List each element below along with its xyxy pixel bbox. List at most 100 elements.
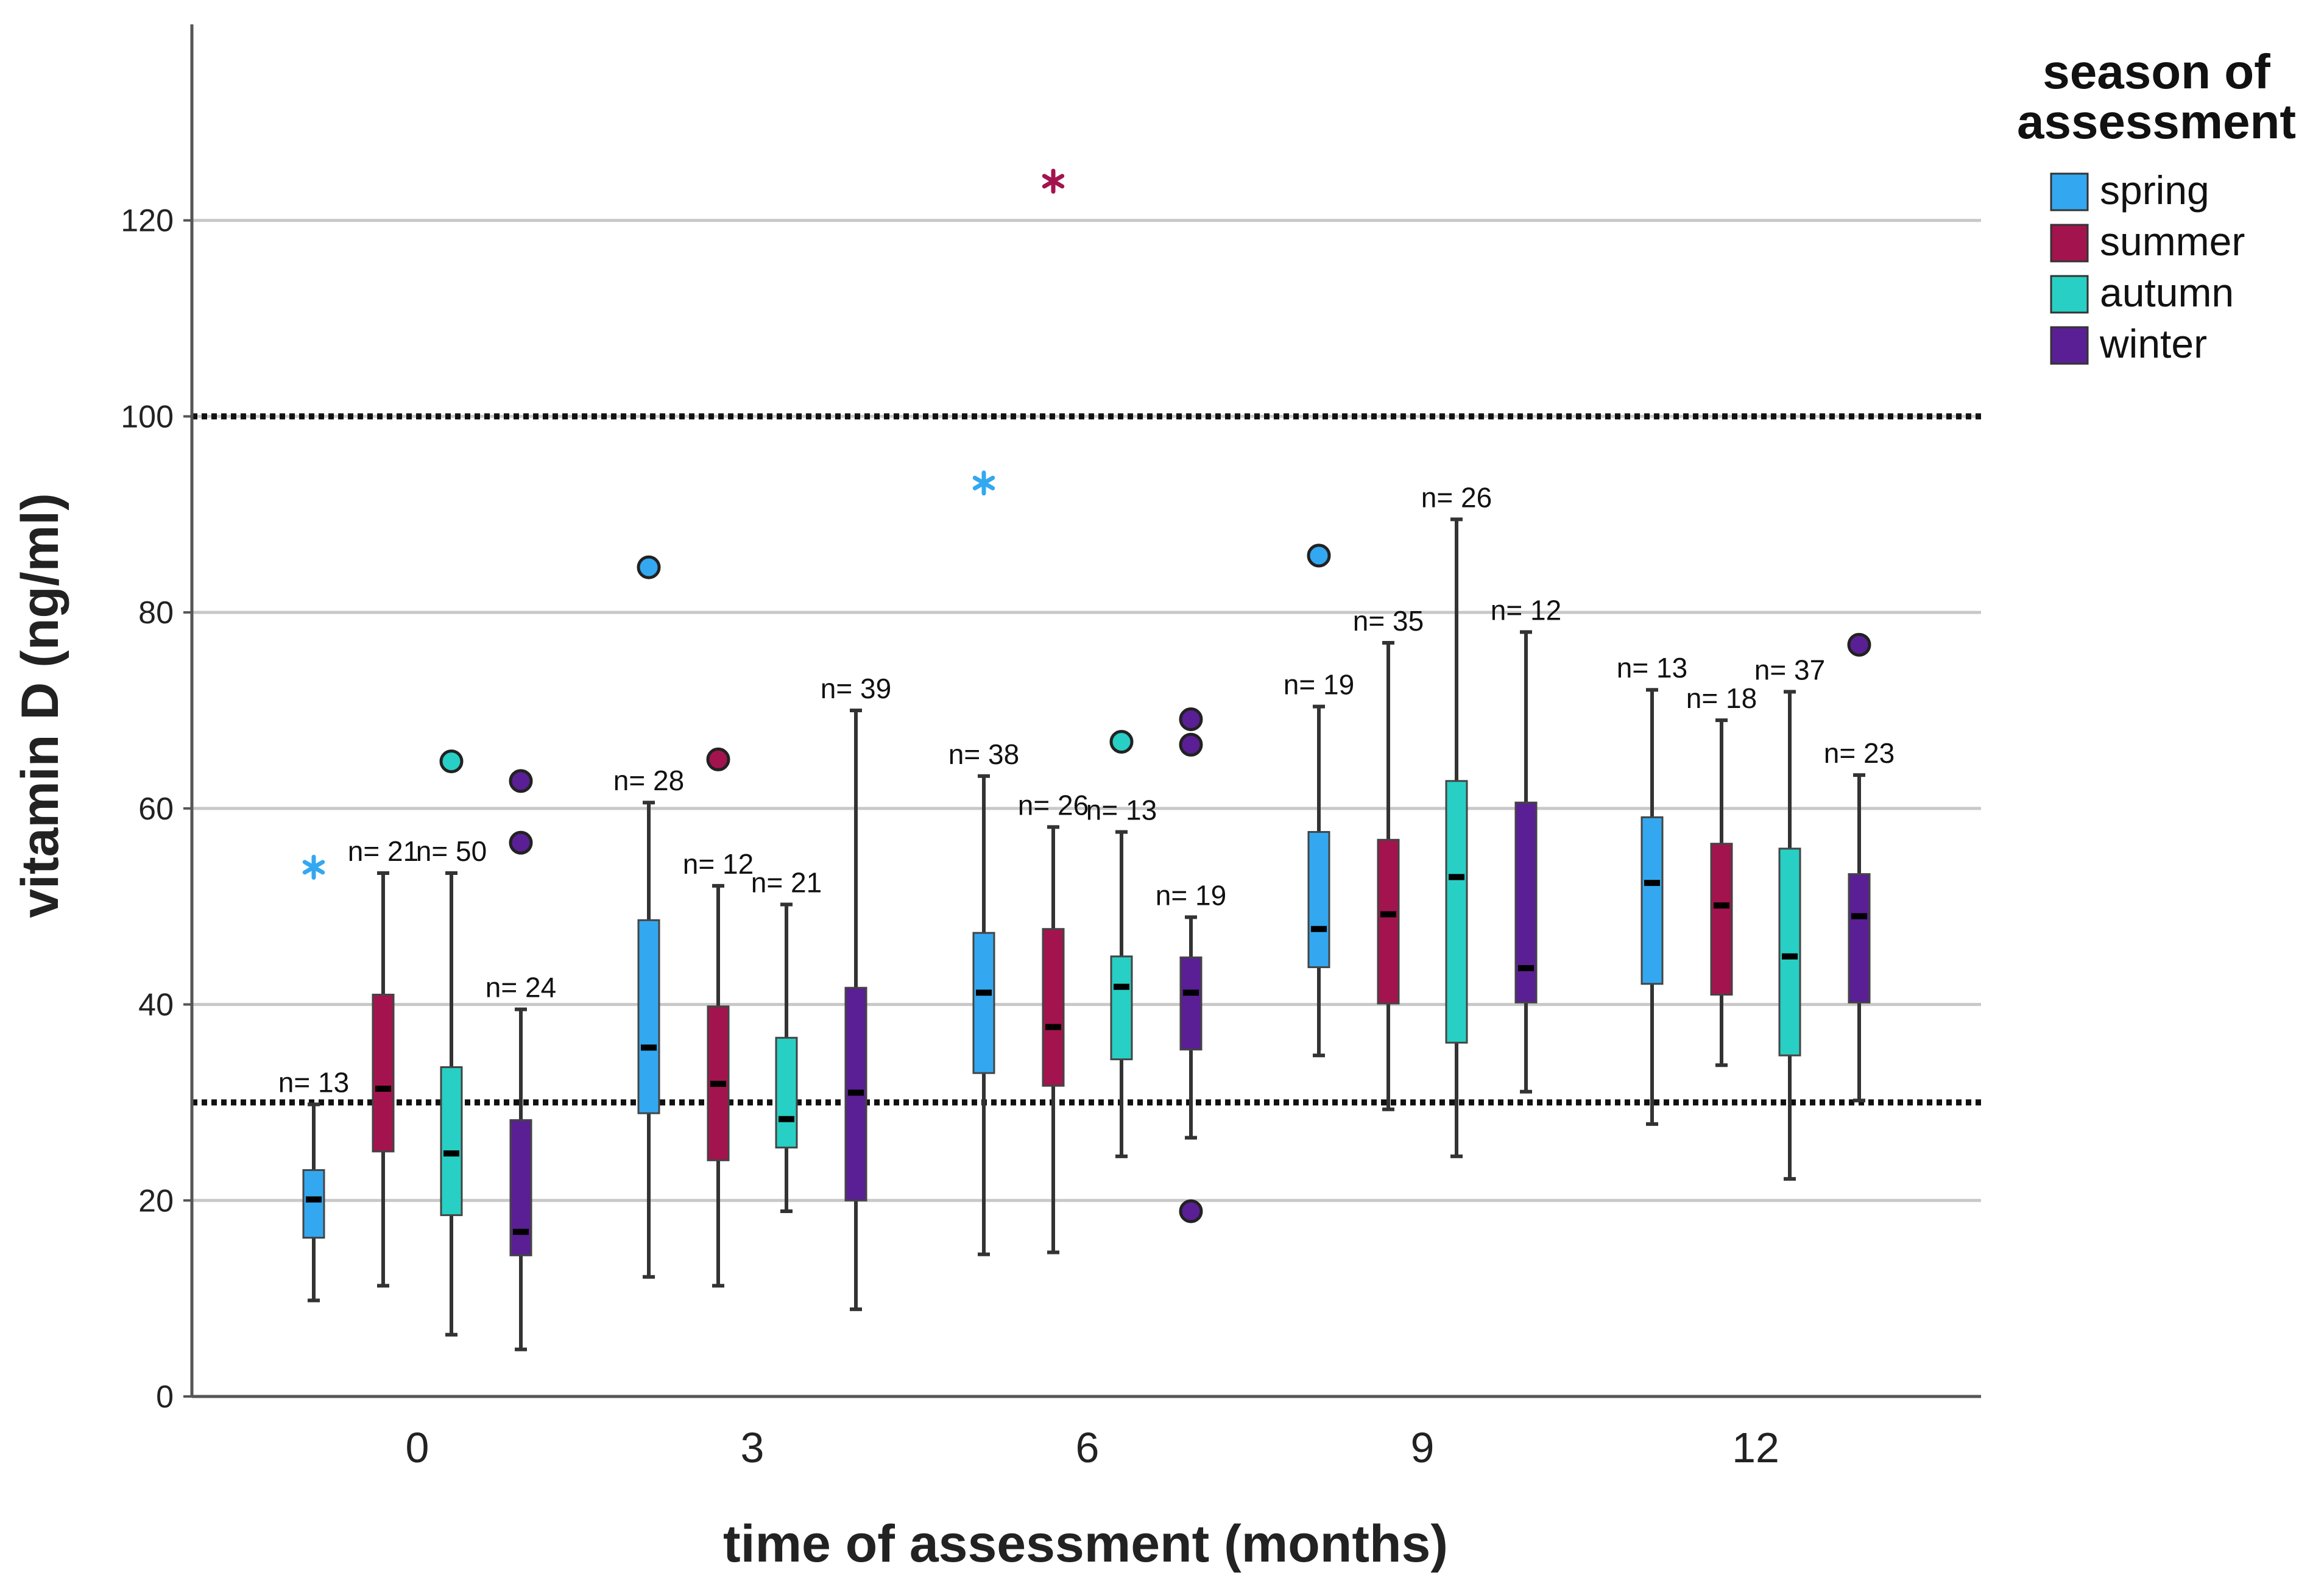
n-label-autumn-9: n= 26 <box>1421 481 1492 513</box>
box-summer-3 <box>706 747 730 1288</box>
outlier-winter-0-0 <box>509 769 533 793</box>
n-label-winter-9: n= 12 <box>1491 594 1561 626</box>
x-tick-label-0: 0 <box>406 1424 429 1471</box>
box-spring-9 <box>1307 543 1331 1058</box>
legend-swatch-winter <box>2050 326 2089 365</box>
x-tick-label-6: 6 <box>1076 1424 1100 1471</box>
outlier-winter-12-0 <box>1847 632 1871 657</box>
n-label-winter-6: n= 19 <box>1156 879 1226 911</box>
iqr-box-spring-3 <box>637 919 660 1114</box>
outlier-autumn-0-0 <box>439 749 464 774</box>
extreme-summer-6-0 <box>1042 168 1065 194</box>
box-series <box>302 168 1871 1351</box>
n-labels: n= 13n= 28n= 38n= 19n= 13n= 21 n= 12n= 26… <box>278 481 1895 1098</box>
box-spring-0 <box>302 854 325 1303</box>
outlier-winter-6-2 <box>1179 1199 1203 1223</box>
iqr-box-spring-9 <box>1307 830 1330 968</box>
box-autumn-12 <box>1778 690 1801 1181</box>
y-tick-label-40: 40 <box>138 988 174 1023</box>
iqr-box-autumn-0 <box>440 1066 463 1216</box>
box-autumn-9 <box>1445 517 1468 1158</box>
iqr-box-autumn-6 <box>1110 955 1133 1061</box>
outlier-spring-3-0 <box>637 555 661 579</box>
iqr-box-winter-12 <box>1848 873 1871 1003</box>
x-tick-label-9: 9 <box>1411 1424 1435 1471</box>
outlier-winter-0-1 <box>509 830 533 855</box>
box-autumn-3 <box>775 902 798 1213</box>
iqr-box-summer-9 <box>1377 838 1400 1005</box>
box-summer-9 <box>1377 641 1400 1111</box>
y-axis-title: vitamin D (ng/ml) <box>11 493 69 918</box>
box-autumn-6 <box>1109 729 1134 1158</box>
legend-label-summer: summer <box>2100 219 2245 264</box>
iqr-box-summer-12 <box>1710 843 1733 996</box>
iqr-box-spring-6 <box>972 932 995 1074</box>
y-tick-label-60: 60 <box>138 791 174 827</box>
iqr-box-winter-0 <box>509 1119 532 1256</box>
legend-swatch-spring <box>2050 172 2089 211</box>
box-winter-0 <box>509 769 533 1351</box>
extreme-spring-6-0 <box>972 470 995 496</box>
n-label-summer-12: n= 18 <box>1686 682 1757 714</box>
y-tick-label-20: 20 <box>138 1183 174 1219</box>
box-winter-3 <box>844 709 867 1311</box>
legend-items: spring summer autumn winter <box>2050 168 2245 366</box>
n-label-autumn-0: n= 50 <box>416 835 487 867</box>
x-tick-label-12: 12 <box>1732 1424 1779 1471</box>
iqr-box-winter-6 <box>1179 956 1203 1051</box>
gridlines <box>192 219 1981 1202</box>
legend-label-winter: winter <box>2099 321 2207 366</box>
n-label-autumn-6: n= 13 <box>1086 794 1157 826</box>
box-summer-6 <box>1042 168 1065 1255</box>
iqr-box-spring-12 <box>1641 816 1664 985</box>
y-tick-label-120: 120 <box>121 203 174 239</box>
y-tick-label-80: 80 <box>138 595 174 631</box>
box-summer-12 <box>1710 718 1733 1067</box>
outlier-winter-6-0 <box>1179 707 1203 731</box>
box-spring-3 <box>637 555 661 1279</box>
box-summer-0 <box>372 871 395 1288</box>
y-tick-label-100: 100 <box>121 399 174 434</box>
iqr-box-autumn-12 <box>1778 848 1801 1056</box>
outlier-spring-9-0 <box>1307 543 1331 568</box>
n-label-summer-6: n= 26 <box>1018 789 1089 821</box>
n-label-winter-3: n= 39 <box>821 673 891 704</box>
n-label-autumn-3: n= 21 <box>751 866 822 898</box>
n-label-autumn-12: n= 37 <box>1754 654 1825 685</box>
iqr-box-spring-0 <box>302 1169 325 1239</box>
legend-swatch-autumn <box>2050 275 2089 314</box>
outlier-winter-6-1 <box>1179 732 1203 757</box>
axes: 0 20 40 60 80 100 120 0 3 6 9 12 <box>121 24 1981 1471</box>
outlier-summer-3-0 <box>706 747 730 771</box>
extreme-spring-0-0 <box>302 854 325 880</box>
n-label-summer-3: n= 12 <box>683 848 754 880</box>
legend-label-autumn: autumn <box>2100 270 2234 315</box>
legend-title-line-2: assessment <box>2017 94 2296 149</box>
legend-label-spring: spring <box>2100 168 2209 213</box>
n-label-spring-9: n= 19 <box>1284 669 1354 701</box>
box-spring-6 <box>972 470 995 1256</box>
outlier-autumn-6-0 <box>1109 729 1134 754</box>
box-winter-6 <box>1179 707 1203 1223</box>
n-label-summer-9: n= 35 <box>1353 605 1424 637</box>
box-winter-9 <box>1514 630 1538 1094</box>
legend-title-line-1: season of <box>2043 44 2270 99</box>
n-label-winter-0: n= 24 <box>486 972 556 1003</box>
box-winter-12 <box>1847 632 1871 1103</box>
iqr-box-summer-6 <box>1042 928 1065 1087</box>
n-label-spring-6: n= 38 <box>948 738 1019 770</box>
x-axis-title: time of assessment (months) <box>723 1515 1448 1573</box>
legend-swatch-summer <box>2050 224 2089 263</box>
box-spring-12 <box>1641 688 1664 1126</box>
legend: season of assessment spring summer autumn w… <box>2017 44 2296 366</box>
iqr-box-autumn-9 <box>1445 780 1468 1044</box>
n-label-summer-0: n= 21 <box>348 835 419 867</box>
box-autumn-0 <box>439 749 464 1337</box>
iqr-box-summer-0 <box>372 993 395 1153</box>
n-label-spring-12: n= 13 <box>1617 652 1687 684</box>
iqr-box-autumn-3 <box>775 1036 798 1148</box>
n-label-spring-3: n= 28 <box>613 765 684 796</box>
iqr-box-winter-9 <box>1514 801 1538 1003</box>
n-label-winter-12: n= 23 <box>1824 737 1895 769</box>
